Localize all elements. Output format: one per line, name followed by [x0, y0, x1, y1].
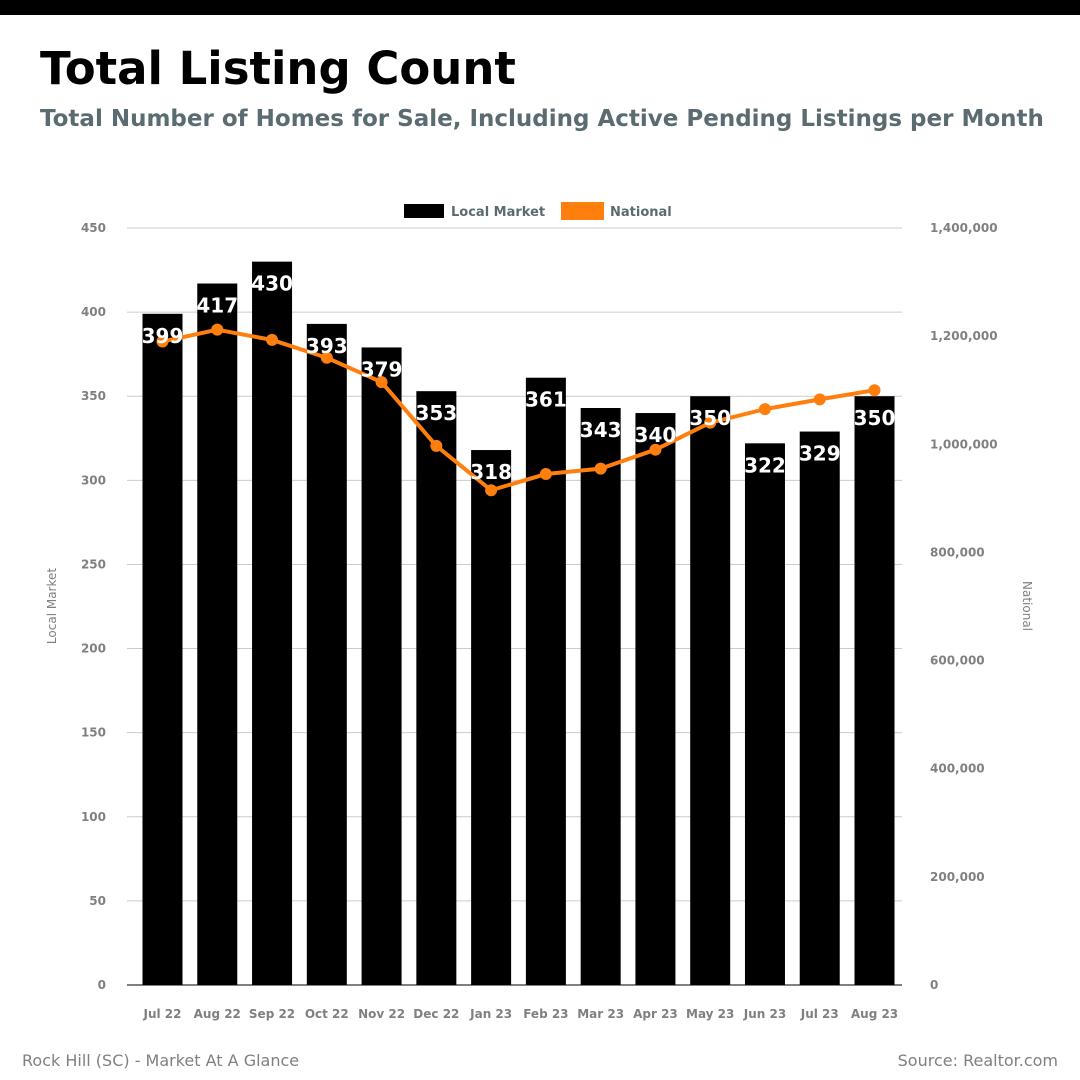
- y-tick-label: 200: [81, 642, 106, 656]
- x-tick-label: May 23: [686, 1007, 734, 1021]
- national-point: [649, 443, 662, 456]
- legend-label-national: National: [610, 205, 672, 220]
- y2-axis-title: National: [1020, 581, 1034, 631]
- y-tick-label: 400: [81, 305, 106, 319]
- national-line: [162, 327, 875, 493]
- legend-swatch-national: [561, 202, 604, 220]
- bar-local-market: [690, 396, 731, 985]
- bar-data-label: 350: [854, 406, 896, 430]
- y2-tick-label: 1,400,000: [930, 221, 998, 235]
- bar-data-label: 399: [142, 324, 184, 348]
- bar-data-label: 430: [251, 272, 293, 296]
- y2-tick-label: 800,000: [930, 545, 985, 559]
- y2-tick-label: 0: [930, 978, 938, 992]
- x-tick-label: Aug 22: [194, 1007, 241, 1021]
- y2-tick-label: 200,000: [930, 870, 985, 884]
- bar-local-market: [635, 413, 676, 985]
- x-tick-label: Apr 23: [633, 1007, 678, 1021]
- bar-local-market: [197, 283, 238, 986]
- national-point: [266, 333, 279, 346]
- y2-tick-label: 400,000: [930, 762, 985, 776]
- bar-data-label: 379: [361, 357, 403, 381]
- bar-local-market: [361, 347, 402, 986]
- bar-local-market: [580, 407, 621, 985]
- y-tick-label: 350: [81, 389, 106, 403]
- y2-tick-label: 600,000: [930, 654, 985, 668]
- x-tick-label: Feb 23: [523, 1007, 568, 1021]
- y-tick-label: 0: [98, 978, 106, 992]
- bar-data-label: 353: [415, 401, 457, 425]
- y-tick-label: 300: [81, 473, 106, 487]
- bar-local-market: [306, 323, 347, 985]
- x-tick-label: Aug 23: [851, 1007, 898, 1021]
- bar-data-label: 361: [525, 388, 567, 412]
- y-tick-label: 100: [81, 810, 106, 824]
- bar-data-label: 417: [196, 294, 238, 318]
- x-tick-label: Jan 23: [469, 1007, 512, 1021]
- national-point: [485, 484, 498, 497]
- national-point: [320, 351, 333, 364]
- national-point: [758, 403, 771, 416]
- bar-local-market: [252, 261, 293, 986]
- chart-title: Total Listing Count: [40, 42, 516, 95]
- footer-source-label: Source: Realtor.com: [897, 1051, 1058, 1070]
- national-point: [375, 376, 388, 389]
- x-tick-label: Jul 23: [800, 1007, 839, 1021]
- x-tick-label: Jun 23: [743, 1007, 786, 1021]
- x-tick-label: Jul 22: [143, 1007, 182, 1021]
- national-point: [704, 416, 717, 429]
- national-point: [539, 468, 552, 481]
- bar-data-label: 329: [799, 442, 841, 466]
- legend-swatch-local-market: [404, 204, 444, 218]
- x-tick-label: Mar 23: [577, 1007, 624, 1021]
- x-tick-label: Sep 22: [249, 1007, 295, 1021]
- national-point: [594, 462, 607, 475]
- bar-local-market: [416, 391, 457, 986]
- bar-data-label: 318: [470, 460, 512, 484]
- national-point: [156, 335, 169, 348]
- bar-local-market: [142, 313, 183, 985]
- bar-local-market: [471, 450, 512, 985]
- bar-data-label: 343: [580, 418, 622, 442]
- x-tick-label: Dec 22: [413, 1007, 459, 1021]
- national-point: [868, 384, 881, 397]
- national-point: [430, 439, 443, 452]
- y2-tick-label: 1,200,000: [930, 329, 998, 343]
- bar-local-market: [799, 431, 840, 985]
- y-tick-label: 450: [81, 221, 106, 235]
- bar-data-label: 350: [689, 406, 731, 430]
- y-axis-title: Local Market: [45, 568, 59, 644]
- top-bar: [0, 0, 1080, 15]
- y-tick-label: 150: [81, 726, 106, 740]
- national-point: [813, 393, 826, 406]
- y-tick-label: 250: [81, 557, 106, 571]
- bar-data-label: 322: [744, 453, 786, 477]
- bar-local-market: [854, 396, 895, 985]
- y2-tick-label: 1,000,000: [930, 437, 998, 451]
- legend-label-local-market: Local Market: [451, 205, 545, 220]
- x-tick-label: Oct 22: [305, 1007, 349, 1021]
- bar-local-market: [744, 443, 785, 985]
- bar-data-label: 340: [635, 423, 677, 447]
- chart-subtitle: Total Number of Homes for Sale, Includin…: [40, 106, 1044, 132]
- footer-market-label: Rock Hill (SC) - Market At A Glance: [22, 1051, 300, 1070]
- national-point: [211, 323, 224, 336]
- y-tick-label: 50: [89, 894, 106, 908]
- bar-data-label: 393: [306, 334, 348, 358]
- x-tick-label: Nov 22: [358, 1007, 405, 1021]
